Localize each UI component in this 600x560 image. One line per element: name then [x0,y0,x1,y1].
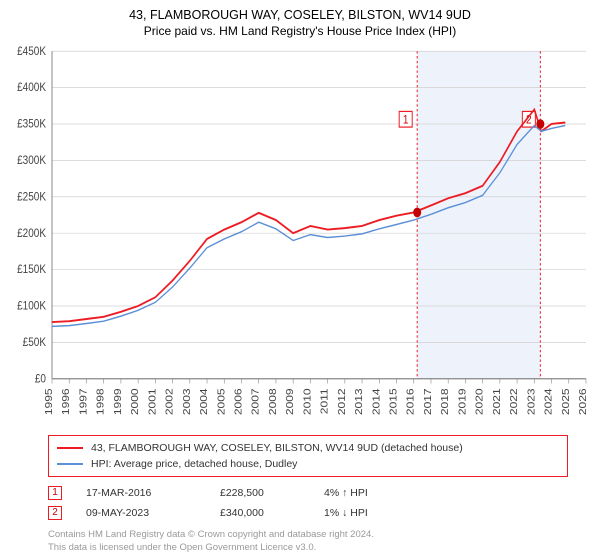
x-tick-label: 2016 [406,388,417,415]
footer-line-2: This data is licensed under the Open Gov… [48,542,568,554]
x-tick-label: 2022 [509,388,520,415]
sales-row: 2 09-MAY-2023 £340,000 1% ↓ HPI [48,503,568,523]
x-tick-label: 2013 [354,388,365,415]
x-tick-label: 1998 [96,388,107,415]
attribution-footer: Contains HM Land Registry data © Crown c… [48,529,568,554]
y-tick-label: £100K [17,300,46,313]
sale-hpi-delta: 1% ↓ HPI [324,507,424,519]
x-tick-label: 1996 [61,388,72,415]
x-tick-label: 2006 [233,388,244,415]
x-tick-label: 2001 [147,388,158,415]
legend-label: 43, FLAMBOROUGH WAY, COSELEY, BILSTON, W… [91,442,463,454]
sales-row: 1 17-MAR-2016 £228,500 4% ↑ HPI [48,483,568,503]
legend-row: HPI: Average price, detached house, Dudl… [57,456,559,472]
x-tick-label: 2002 [164,388,175,415]
shaded-sale-interval [417,51,540,379]
sale-index-badge: 2 [48,506,62,520]
sales-table: 1 17-MAR-2016 £228,500 4% ↑ HPI 2 09-MAY-2023… [48,483,568,523]
x-tick-label: 2014 [371,388,382,415]
y-tick-label: £350K [17,118,46,131]
line-chart-svg: £0 £50K £100K £150K £200K £250K £300K £350K £400… [10,44,590,429]
y-tick-label: £150K [17,263,46,276]
x-tick-label: 2007 [251,388,262,415]
x-tick-label: 2010 [302,388,313,415]
chart-title: 43, FLAMBOROUGH WAY, COSELEY, BILSTON, W… [10,8,590,22]
chart-area: £0 £50K £100K £150K £200K £250K £300K £350K £400… [10,44,590,429]
x-tick-label: 2020 [475,388,486,415]
y-tick-label: £0 [35,373,46,386]
x-tick-label: 2012 [337,388,348,415]
sale-marker-number: 1 [403,114,409,127]
sale-price: £340,000 [220,507,300,519]
chart-legend: 43, FLAMBOROUGH WAY, COSELEY, BILSTON, W… [48,435,568,477]
legend-label: HPI: Average price, detached house, Dudl… [91,458,297,470]
x-tick-label: 2003 [182,388,193,415]
sale-dot [536,119,544,129]
y-tick-label: £450K [17,45,46,58]
footer-line-1: Contains HM Land Registry data © Crown c… [48,529,568,541]
title-block: 43, FLAMBOROUGH WAY, COSELEY, BILSTON, W… [10,8,590,38]
x-tick-label: 2000 [130,388,141,415]
x-tick-label: 2026 [578,388,589,415]
x-tick-label: 2025 [561,388,572,415]
x-tick-label: 2019 [457,388,468,415]
x-tick-label: 2024 [543,388,554,415]
sale-hpi-delta: 4% ↑ HPI [324,487,424,499]
x-tick-label: 2021 [492,388,503,415]
y-tick-label: £300K [17,154,46,167]
x-tick-label: 2009 [285,388,296,415]
legend-swatch [57,447,83,449]
sale-index-badge: 1 [48,486,62,500]
sale-price: £228,500 [220,487,300,499]
x-tick-label: 1995 [44,388,55,415]
x-tick-label: 2017 [423,388,434,415]
sale-dot [413,208,421,218]
x-tick-label: 2005 [216,388,227,415]
legend-row: 43, FLAMBOROUGH WAY, COSELEY, BILSTON, W… [57,440,559,456]
x-tick-label: 2011 [319,388,330,414]
x-tick-label: 2015 [388,388,399,415]
x-tick-label: 2018 [440,388,451,415]
sale-date: 09-MAY-2023 [86,507,196,519]
x-tick-label: 2023 [526,388,537,415]
x-tick-label: 1997 [78,388,89,415]
legend-swatch [57,463,83,465]
x-tick-label: 1999 [113,388,124,415]
y-tick-label: £200K [17,227,46,240]
x-tick-label: 2004 [199,388,210,415]
chart-subtitle: Price paid vs. HM Land Registry's House … [10,24,590,38]
sale-date: 17-MAR-2016 [86,487,196,499]
y-tick-label: £250K [17,191,46,204]
x-tick-label: 2008 [268,388,279,415]
y-tick-label: £50K [23,336,47,349]
y-tick-label: £400K [17,81,46,94]
figure-container: 43, FLAMBOROUGH WAY, COSELEY, BILSTON, W… [0,0,600,560]
